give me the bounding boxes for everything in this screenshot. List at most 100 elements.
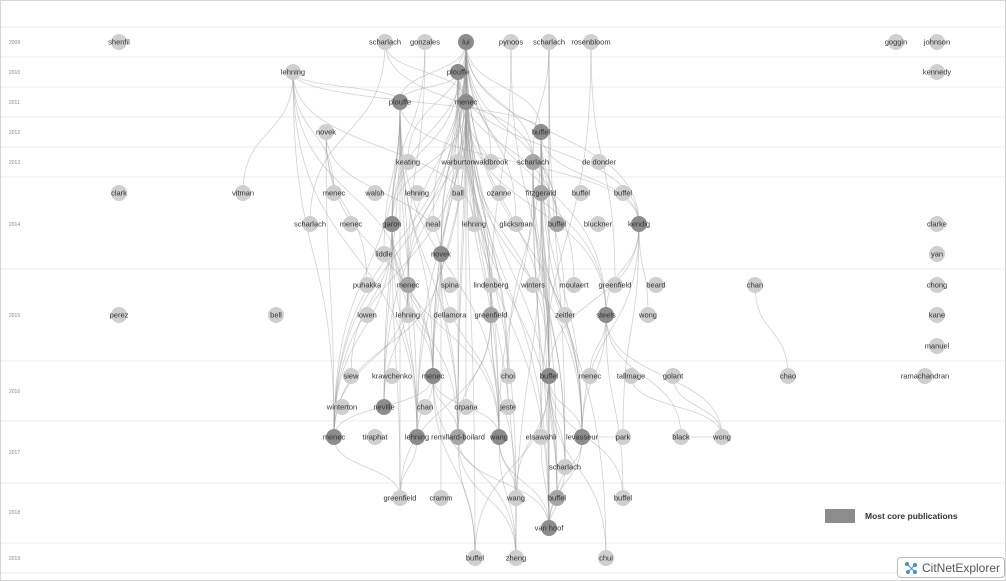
publication-node[interactable]: dellamora bbox=[434, 307, 468, 323]
publication-node-circle[interactable] bbox=[929, 338, 945, 354]
publication-node-circle[interactable] bbox=[500, 399, 516, 415]
publication-node-circle[interactable] bbox=[400, 307, 416, 323]
publication-node[interactable]: menec bbox=[422, 368, 445, 384]
publication-node-circle[interactable] bbox=[549, 490, 565, 506]
publication-node[interactable]: gonzales bbox=[410, 34, 440, 50]
publication-node-circle[interactable] bbox=[714, 429, 730, 445]
publication-node[interactable]: clark bbox=[111, 185, 127, 201]
publication-node[interactable]: jeste bbox=[499, 399, 516, 415]
publication-node[interactable]: golant bbox=[663, 368, 684, 384]
publication-node[interactable]: orpana bbox=[454, 399, 479, 415]
publication-node-circle[interactable] bbox=[525, 277, 541, 293]
publication-node[interactable]: chui bbox=[598, 550, 614, 566]
publication-node[interactable]: fitzgerald bbox=[526, 185, 556, 201]
publication-node[interactable]: ozanne bbox=[487, 185, 512, 201]
publication-node-circle[interactable] bbox=[384, 216, 400, 232]
publication-node-circle[interactable] bbox=[607, 277, 623, 293]
publication-node-circle[interactable] bbox=[409, 185, 425, 201]
publication-node-circle[interactable] bbox=[334, 399, 350, 415]
publication-node-circle[interactable] bbox=[500, 368, 516, 384]
publication-node-circle[interactable] bbox=[888, 34, 904, 50]
publication-node-circle[interactable] bbox=[376, 399, 392, 415]
publication-node[interactable]: scharlach bbox=[294, 216, 326, 232]
publication-node-circle[interactable] bbox=[623, 368, 639, 384]
publication-node[interactable]: lehning bbox=[462, 216, 486, 232]
publication-node[interactable]: black bbox=[672, 429, 690, 445]
publication-node-circle[interactable] bbox=[433, 490, 449, 506]
publication-node[interactable]: scharlach bbox=[517, 154, 549, 170]
publication-node-circle[interactable] bbox=[533, 185, 549, 201]
publication-node-circle[interactable] bbox=[235, 185, 251, 201]
publication-node-circle[interactable] bbox=[929, 307, 945, 323]
publication-node-circle[interactable] bbox=[442, 307, 458, 323]
publication-node-circle[interactable] bbox=[285, 64, 301, 80]
publication-node-circle[interactable] bbox=[343, 216, 359, 232]
publication-node[interactable]: shenfil bbox=[108, 34, 130, 50]
publication-node-circle[interactable] bbox=[598, 307, 614, 323]
publication-node-circle[interactable] bbox=[425, 368, 441, 384]
publication-node[interactable]: menec bbox=[323, 185, 346, 201]
publication-node-circle[interactable] bbox=[450, 185, 466, 201]
publication-node[interactable]: park bbox=[615, 429, 631, 445]
publication-node-circle[interactable] bbox=[590, 216, 606, 232]
publication-node-circle[interactable] bbox=[392, 490, 408, 506]
publication-node-circle[interactable] bbox=[533, 124, 549, 140]
publication-node-circle[interactable] bbox=[318, 124, 334, 140]
publication-node-circle[interactable] bbox=[491, 185, 507, 201]
publication-node-circle[interactable] bbox=[392, 94, 408, 110]
publication-node-circle[interactable] bbox=[483, 307, 499, 323]
publication-node-circle[interactable] bbox=[467, 550, 483, 566]
publication-node-circle[interactable] bbox=[111, 34, 127, 50]
publication-node-circle[interactable] bbox=[525, 154, 541, 170]
publication-node[interactable]: liddle bbox=[375, 246, 393, 262]
publication-node-circle[interactable] bbox=[631, 216, 647, 232]
publication-node[interactable]: lui bbox=[458, 34, 474, 50]
publication-node[interactable]: lindenberg bbox=[473, 277, 509, 293]
publication-node-circle[interactable] bbox=[615, 490, 631, 506]
publication-node[interactable]: menec bbox=[579, 368, 602, 384]
publication-node-circle[interactable] bbox=[450, 429, 466, 445]
publication-node[interactable]: lehning bbox=[405, 429, 429, 445]
publication-node-circle[interactable] bbox=[400, 154, 416, 170]
publication-node[interactable]: remillard-boilard bbox=[431, 429, 485, 445]
publication-node-circle[interactable] bbox=[549, 216, 565, 232]
publication-node[interactable]: elsawahli bbox=[526, 429, 557, 445]
publication-node-circle[interactable] bbox=[917, 368, 933, 384]
publication-node[interactable]: wang bbox=[506, 490, 525, 506]
publication-node[interactable]: kendig bbox=[628, 216, 650, 232]
publication-node[interactable]: kane bbox=[929, 307, 945, 323]
publication-node[interactable]: ramachandran bbox=[901, 368, 949, 384]
publication-node-circle[interactable] bbox=[377, 34, 393, 50]
publication-node-circle[interactable] bbox=[508, 216, 524, 232]
publication-node-circle[interactable] bbox=[929, 216, 945, 232]
publication-node[interactable]: clarke bbox=[927, 216, 947, 232]
publication-node[interactable]: buffel bbox=[540, 368, 559, 384]
publication-node[interactable]: steels bbox=[596, 307, 616, 323]
publication-node-circle[interactable] bbox=[648, 277, 664, 293]
publication-node-circle[interactable] bbox=[302, 216, 318, 232]
publication-node[interactable]: lehning bbox=[281, 64, 305, 80]
publication-node[interactable]: spina bbox=[441, 277, 460, 293]
publication-node[interactable]: choi bbox=[500, 368, 516, 384]
publication-node[interactable]: manuel bbox=[925, 338, 950, 354]
publication-node[interactable]: bluckner bbox=[584, 216, 613, 232]
publication-node-circle[interactable] bbox=[433, 246, 449, 262]
publication-node-circle[interactable] bbox=[409, 429, 425, 445]
publication-node-circle[interactable] bbox=[591, 154, 607, 170]
publication-node-circle[interactable] bbox=[673, 429, 689, 445]
publication-node-circle[interactable] bbox=[503, 34, 519, 50]
publication-node[interactable]: tallmage bbox=[617, 368, 645, 384]
publication-node[interactable]: pynoos bbox=[499, 34, 523, 50]
publication-node[interactable]: scharlach bbox=[369, 34, 401, 50]
publication-node-circle[interactable] bbox=[450, 154, 466, 170]
publication-node-circle[interactable] bbox=[583, 34, 599, 50]
publication-node[interactable]: perez bbox=[110, 307, 129, 323]
publication-node[interactable]: menec bbox=[323, 429, 346, 445]
publication-node-circle[interactable] bbox=[541, 368, 557, 384]
publication-node[interactable]: warburton bbox=[440, 154, 475, 170]
publication-node[interactable]: tiraphat bbox=[362, 429, 388, 445]
publication-node-circle[interactable] bbox=[326, 185, 342, 201]
publication-node[interactable]: winters bbox=[520, 277, 545, 293]
publication-node-circle[interactable] bbox=[400, 277, 416, 293]
